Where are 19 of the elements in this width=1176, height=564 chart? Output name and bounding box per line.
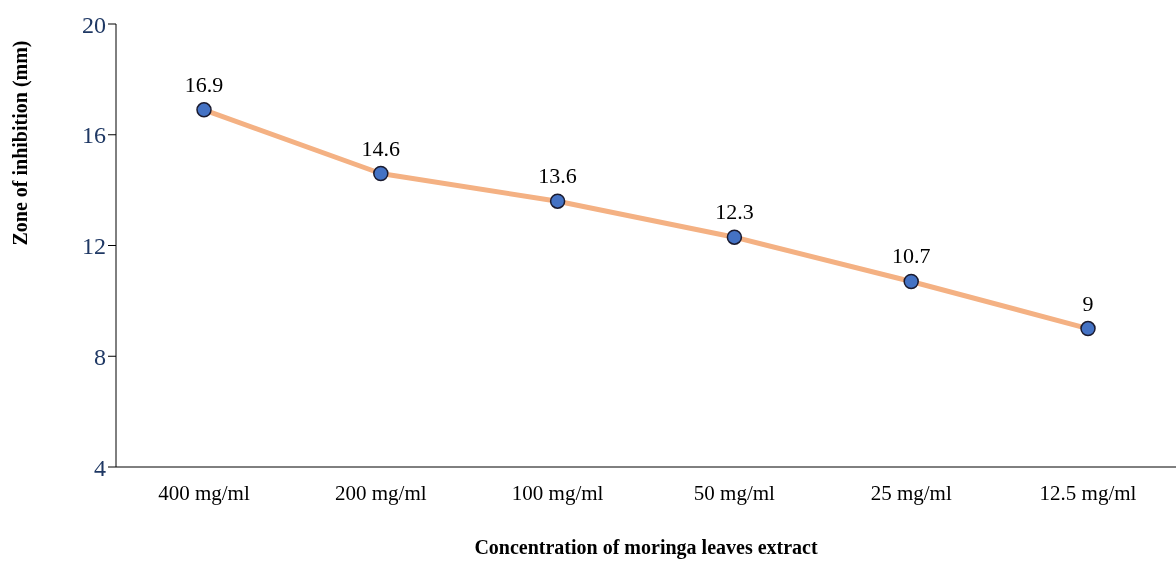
x-tick-label: 200 mg/ml bbox=[335, 480, 427, 505]
x-tick-label: 50 mg/ml bbox=[693, 480, 776, 505]
y-tick-label: 8 bbox=[94, 343, 106, 370]
y-axis-title: Zone of inhibition (mm) bbox=[9, 40, 33, 246]
x-axis-title: Concentration of moringa leaves extract bbox=[474, 536, 818, 559]
y-tick-label: 4 bbox=[94, 454, 106, 481]
data-label: 14.6 bbox=[361, 135, 401, 161]
x-tick-label: 25 mg/ml bbox=[870, 480, 952, 505]
y-tick-label: 12 bbox=[82, 233, 106, 260]
x-tick-label: 100 mg/ml bbox=[511, 480, 604, 505]
data-label: 12.3 bbox=[715, 199, 754, 225]
data-label: 16.9 bbox=[184, 71, 224, 97]
data-label: 13.6 bbox=[538, 163, 577, 189]
data-label: 10.7 bbox=[891, 243, 931, 269]
data-label: 9 bbox=[1082, 290, 1094, 316]
x-tick-label: 12.5 mg/ml bbox=[1039, 480, 1137, 505]
y-tick-label: 20 bbox=[82, 11, 106, 38]
x-tick-label: 400 mg/ml bbox=[158, 480, 250, 505]
y-tick-label: 16 bbox=[82, 122, 106, 149]
